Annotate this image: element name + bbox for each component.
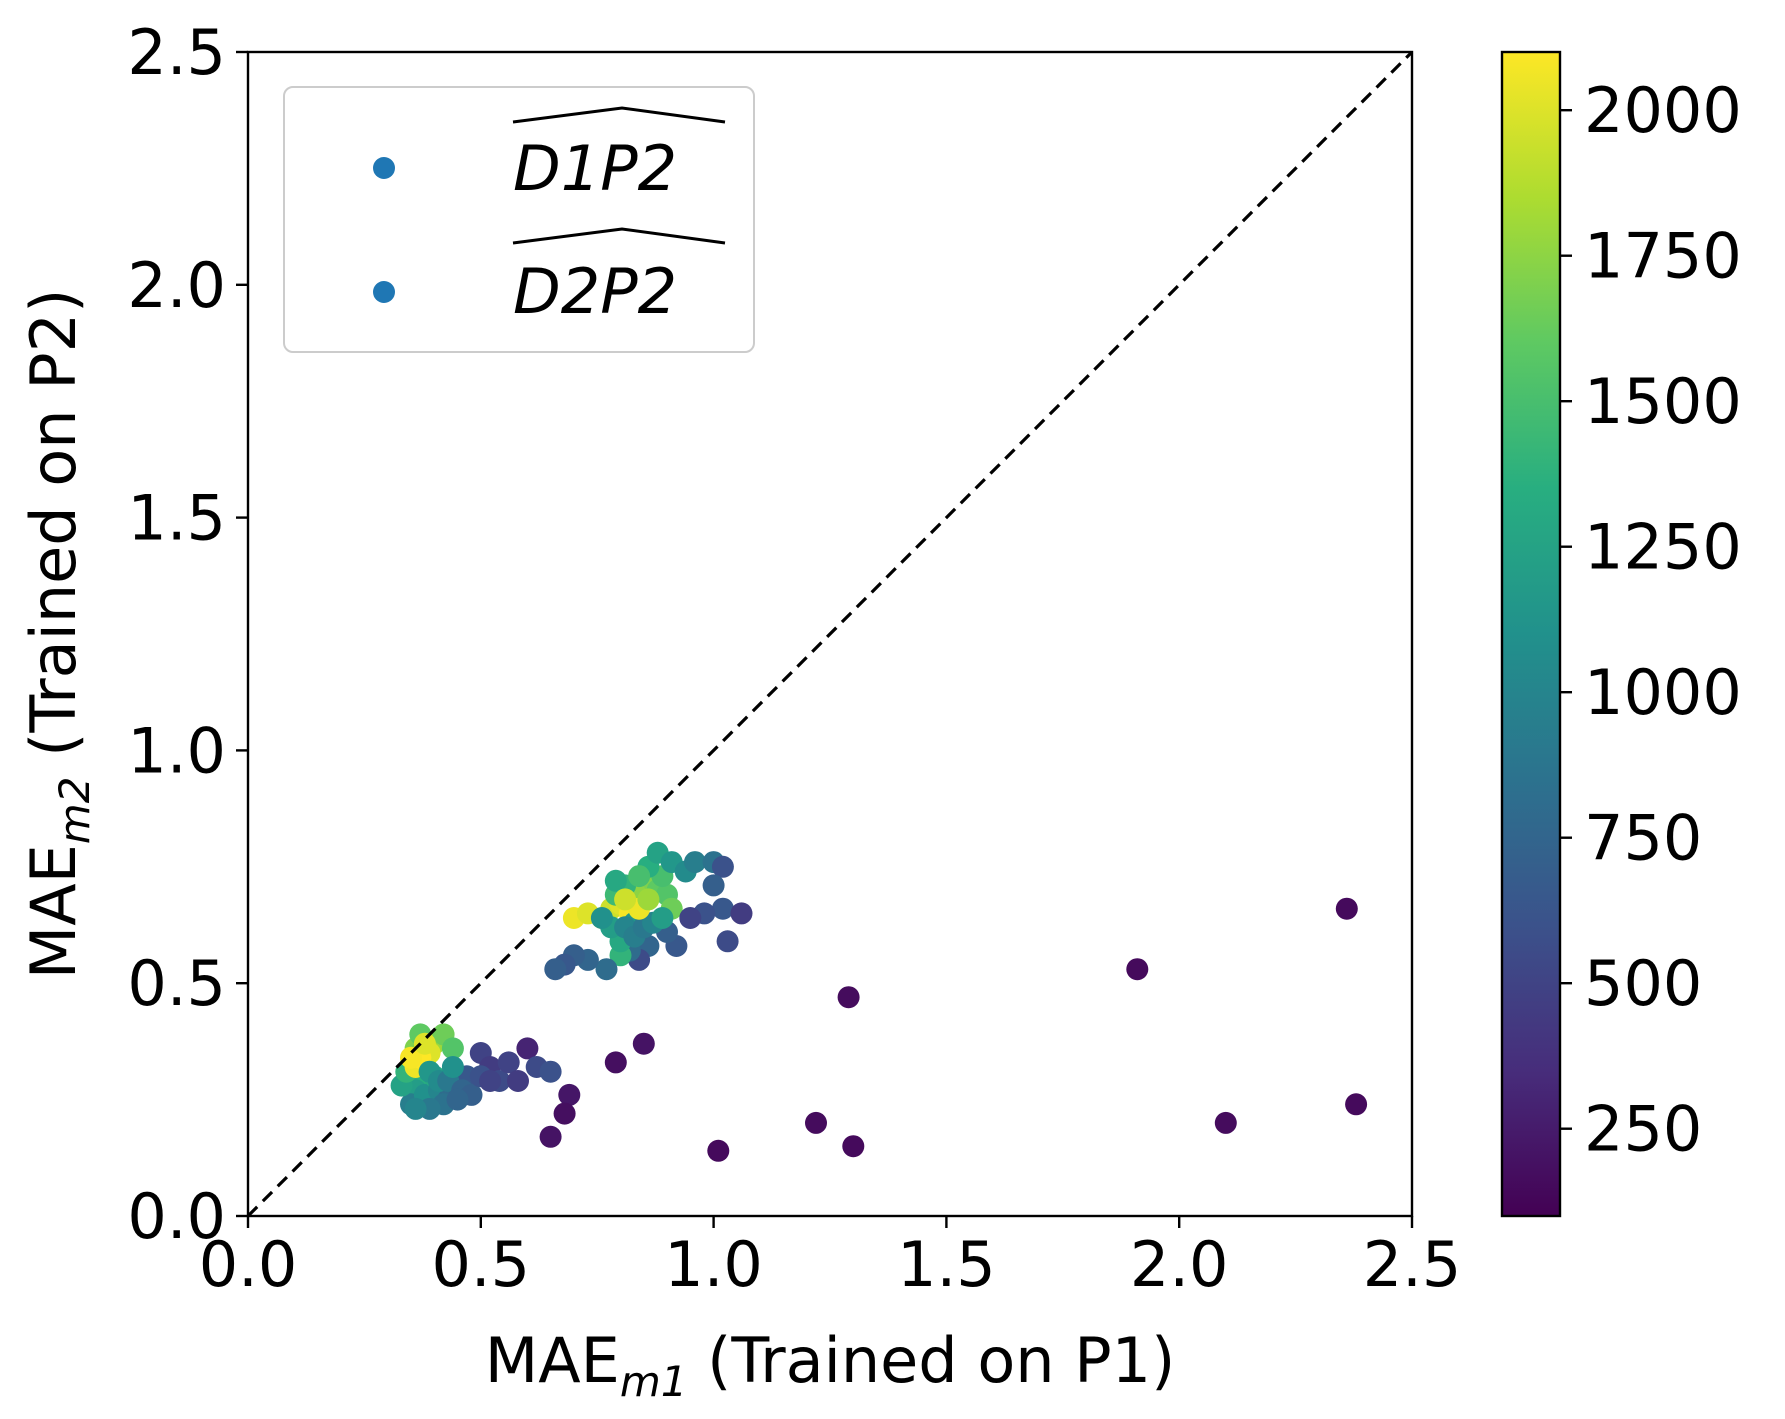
colorbar: 250 500 750 1000 1250 1500 1750 2000 (1500, 50, 1742, 1218)
x-tick-label-1: 0.5 (431, 1228, 530, 1301)
colorbar-tick-label-6: 1750 (1584, 220, 1742, 293)
colorbar-tick-label-7: 2000 (1584, 74, 1742, 147)
legend-hat-d2p2 (512, 227, 726, 245)
data-point-s0-16 (516, 1037, 539, 1060)
data-point-s1-22 (730, 902, 753, 925)
data-point-s2-9 (805, 1111, 827, 1134)
colorbar-tick-label-0: 250 (1584, 1093, 1702, 1166)
data-point-s0-14 (497, 1051, 520, 1074)
data-point-s0-15 (507, 1070, 529, 1092)
colorbar-ticks: 250 500 750 1000 1250 1500 1750 2000 (1560, 74, 1742, 1166)
y-axis-label: MAEm2 (Trained on P2) (17, 289, 99, 980)
data-point-s0-25 (441, 1037, 464, 1060)
data-point-s2-0 (1335, 897, 1358, 920)
data-point-s2-3 (632, 1032, 655, 1055)
data-point-s2-2 (837, 986, 860, 1009)
data-point-s1-17 (684, 851, 706, 874)
legend-marker-d2p2 (373, 281, 395, 303)
x-axis-label: MAEm1 (Trained on P1) (485, 1324, 1176, 1406)
legend-box (283, 86, 755, 353)
plot-frame (246, 50, 1414, 1218)
data-point-s1-20 (702, 874, 725, 897)
data-point-s0-42 (446, 1088, 469, 1111)
data-point-s0-31 (413, 1032, 436, 1055)
colorbar-tick-label-3: 1000 (1584, 656, 1742, 729)
legend: D1P2 D2P2 (283, 86, 755, 353)
colorbar-tick-label-4: 1250 (1584, 511, 1742, 584)
data-point-s0-41 (404, 1097, 427, 1120)
y-tick-label-4: 2.0 (127, 249, 226, 322)
data-point-s2-7 (539, 1125, 562, 1148)
data-point-s1-21 (711, 897, 734, 920)
data-point-s2-6 (553, 1102, 576, 1125)
x-tick-label-4: 2.0 (1130, 1228, 1229, 1301)
data-point-s1-37 (604, 869, 627, 892)
colorbar-tick-label-1: 500 (1584, 947, 1702, 1020)
data-point-s2-12 (1345, 1093, 1368, 1116)
data-point-s0-40 (441, 1056, 464, 1078)
x-tick-label-2: 1.0 (664, 1228, 763, 1301)
data-point-s2-4 (604, 1051, 627, 1074)
y-tick-label-1: 0.5 (127, 947, 226, 1020)
y-tick-label-2: 1.0 (127, 714, 226, 787)
y-axis-ticks: 0.0 0.5 1.0 1.5 2.0 2.5 (127, 16, 248, 1253)
data-point-s0-30 (400, 1046, 422, 1069)
y-tick-label-0: 0.0 (127, 1180, 226, 1253)
data-point-s1-49 (651, 907, 674, 929)
data-point-s0-18 (539, 1060, 562, 1083)
data-point-s2-5 (558, 1083, 581, 1106)
data-point-s2-8 (707, 1139, 730, 1162)
colorbar-tick-label-2: 750 (1584, 802, 1702, 875)
data-points (390, 841, 1368, 1162)
legend-label-d1p2: D1P2 (513, 132, 677, 205)
x-tick-label-0: 0.0 (199, 1228, 298, 1301)
data-point-s1-34 (590, 907, 613, 929)
data-point-s1-25 (679, 907, 702, 929)
data-point-s2-1 (1126, 958, 1149, 981)
diagonal-reference-line (246, 50, 1414, 1218)
x-tick-label-5: 2.5 (1363, 1228, 1462, 1301)
data-point-s1-52 (637, 888, 660, 911)
colorbar-tick-label-5: 1500 (1584, 365, 1742, 438)
colorbar-gradient (1500, 50, 1562, 1218)
data-point-s1-19 (711, 855, 734, 878)
legend-marker-d1p2 (373, 157, 395, 179)
data-point-s1-23 (716, 930, 739, 953)
data-point-s2-10 (842, 1135, 865, 1158)
x-axis-ticks: 0.0 0.5 1.0 1.5 2.0 2.5 (199, 1216, 1462, 1301)
y-tick-label-5: 2.5 (127, 16, 226, 89)
y-tick-label-3: 1.5 (127, 482, 226, 555)
data-point-s1-45 (544, 958, 567, 981)
legend-label-d2p2: D2P2 (513, 255, 677, 328)
data-point-s2-11 (1214, 1111, 1237, 1134)
data-point-s1-41 (595, 958, 618, 981)
data-point-s0-43 (479, 1070, 502, 1092)
legend-hat-d1p2 (512, 106, 726, 124)
data-point-s1-38 (628, 865, 651, 888)
data-point-s1-51 (614, 888, 637, 911)
x-tick-label-3: 1.5 (897, 1228, 996, 1301)
